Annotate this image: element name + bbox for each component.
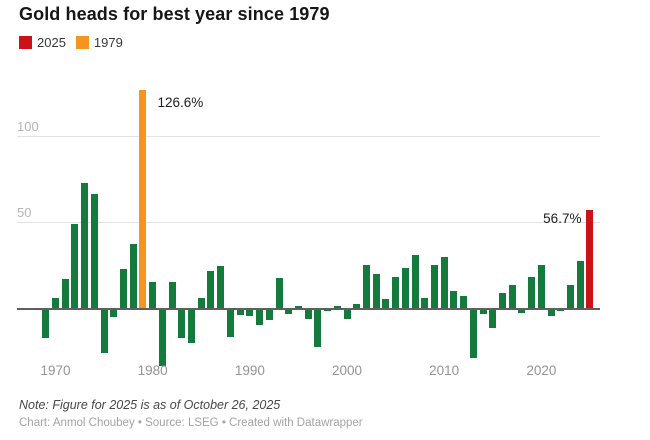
bar-2016 [498, 293, 506, 308]
bar-2020 [537, 264, 545, 308]
bar-1974 [90, 194, 98, 308]
bar-1970 [52, 297, 60, 308]
bar-2007 [411, 254, 419, 308]
chart-note: Note: Figure for 2025 is as of October 2… [19, 398, 281, 412]
bar-2001 [353, 303, 361, 308]
bar-2006 [401, 268, 409, 308]
bar-1993 [275, 277, 283, 308]
legend-item-1979: 1979 [75, 35, 123, 50]
legend-swatch-2025 [19, 36, 32, 49]
x-tick-label-2010: 2010 [429, 363, 460, 378]
bar-2002 [362, 265, 370, 308]
bar-2004 [382, 298, 390, 308]
bar-1969 [42, 310, 50, 338]
x-tick-label-1990: 1990 [234, 363, 265, 378]
y-gridline-100 [17, 136, 600, 137]
bar-1996 [304, 310, 312, 319]
x-axis-baseline [17, 308, 600, 310]
bar-2012 [460, 295, 468, 308]
bar-2022 [557, 310, 565, 311]
bar-1991 [256, 310, 264, 325]
legend-label-2025: 2025 [37, 35, 66, 50]
bar-1977 [120, 269, 128, 308]
bar-2010 [440, 257, 448, 308]
bar-1990 [246, 310, 254, 317]
bar-1998 [324, 310, 332, 312]
bar-1999 [333, 306, 341, 308]
bar-2015 [489, 310, 497, 328]
bar-2014 [479, 310, 487, 314]
x-tick-label-2020: 2020 [526, 363, 557, 378]
bar-1972 [71, 224, 79, 308]
bar-1973 [81, 182, 89, 308]
y-gridline-50 [17, 222, 600, 223]
bar-1992 [265, 310, 273, 320]
bar-2024 [576, 261, 584, 308]
bar-2019 [528, 276, 536, 308]
bar-2025 [586, 210, 594, 308]
bar-1989 [236, 310, 244, 315]
chart-title: Gold heads for best year since 1979 [19, 4, 330, 24]
value-label-1979: 126.6% [157, 95, 204, 111]
bar-2000 [343, 310, 351, 320]
bar-1981 [158, 310, 166, 367]
legend-label-1979: 1979 [93, 35, 123, 50]
x-tick-label-1970: 1970 [40, 363, 71, 378]
bar-1985 [197, 298, 205, 308]
bar-1984 [188, 310, 196, 344]
bar-1971 [61, 279, 69, 308]
value-label-2025: 56.7% [543, 211, 582, 227]
bar-2005 [392, 276, 400, 308]
bar-1988 [226, 310, 234, 337]
legend-item-2025: 2025 [19, 35, 66, 50]
bar-1982 [168, 282, 176, 308]
x-tick-label-1980: 1980 [137, 363, 168, 378]
chart-credits: Chart: Anmol Choubey • Source: LSEG • Cr… [19, 417, 363, 429]
bar-2023 [567, 285, 575, 308]
bar-1995 [294, 306, 302, 308]
bar-2018 [518, 310, 526, 313]
bar-2017 [508, 285, 516, 308]
bar-2003 [372, 274, 380, 308]
bar-1975 [100, 310, 108, 353]
bar-1983 [178, 310, 186, 339]
bar-1986 [207, 271, 215, 308]
bar-1994 [285, 310, 293, 314]
y-tick-label-100: 100 [17, 119, 39, 134]
bar-2008 [421, 298, 429, 308]
y-tick-label-50: 50 [17, 205, 32, 220]
bar-2011 [450, 290, 458, 308]
chart-legend: 2025 1979 [19, 35, 123, 50]
bar-1980 [149, 281, 157, 308]
bar-1976 [110, 310, 118, 318]
bar-2009 [430, 265, 438, 308]
x-tick-label-2000: 2000 [331, 363, 363, 378]
bar-1978 [129, 244, 137, 308]
bar-2013 [469, 310, 477, 359]
legend-swatch-1979 [75, 36, 89, 49]
bar-1987 [217, 265, 225, 308]
bar-2021 [547, 310, 555, 317]
bar-1997 [314, 310, 322, 347]
bar-1979 [139, 90, 147, 308]
